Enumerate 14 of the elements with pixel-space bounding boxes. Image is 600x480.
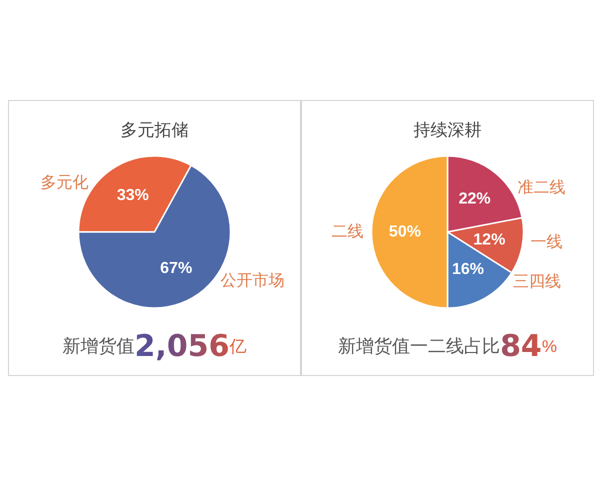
data-label: 50%: [388, 224, 421, 240]
slice-label: 三四线: [512, 272, 561, 290]
data-label: 12%: [473, 231, 506, 248]
slice-label: 公开市场: [220, 272, 285, 290]
data-label: 16%: [452, 260, 484, 278]
data-label: 33%: [116, 186, 149, 204]
slice-label: 一线: [530, 233, 563, 252]
slice-label: 二线: [332, 222, 364, 240]
chart-title: 多元拓储: [120, 120, 188, 140]
data-label: 22%: [458, 190, 491, 208]
slice-label: 多元化: [40, 173, 88, 192]
data-label: 67%: [160, 260, 192, 278]
chart-title: 持续深耕: [414, 120, 482, 140]
slice-label: 准二线: [518, 178, 566, 197]
